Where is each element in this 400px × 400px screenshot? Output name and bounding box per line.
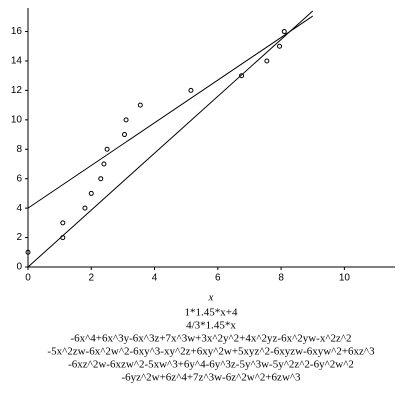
point: [101, 161, 107, 167]
point: [98, 176, 104, 182]
x-tick-label: 2: [88, 273, 94, 284]
y-tick-label: 12: [11, 85, 23, 96]
annotation: -6xz^2w-6xzw^2-5xw^3+6y^4-6y^3z-5y^3w-5y…: [68, 359, 354, 371]
x-tick-label: 6: [215, 273, 221, 284]
point: [281, 29, 287, 35]
x-tick-label: 0: [25, 273, 31, 284]
fit-line: [27, 10, 314, 268]
point: [277, 43, 283, 49]
fit-line: [27, 15, 314, 209]
point: [239, 73, 245, 79]
y-tick-label: 8: [16, 144, 22, 155]
annotation: -6yz^2w+6z^4+7z^3w-6z^2w^2+6zw^3: [121, 372, 301, 384]
y-tick-label: 16: [11, 26, 23, 37]
point: [137, 102, 143, 108]
x-tick-label: 10: [339, 273, 351, 284]
point: [88, 190, 94, 196]
y-tick-label: 6: [16, 173, 22, 184]
x-tick-label: 4: [152, 273, 158, 284]
y-tick-label: 2: [16, 232, 22, 243]
point: [25, 249, 31, 255]
x-axis-label: x: [208, 292, 214, 304]
y-tick-label: 4: [16, 203, 22, 214]
annotation: 4/3*1.45*x: [186, 320, 236, 332]
point: [82, 205, 88, 211]
annotation: 1*1.45*x+4: [185, 307, 238, 319]
point: [264, 58, 270, 64]
y-tick-label: 14: [11, 56, 23, 67]
point: [104, 146, 110, 152]
x-tick-label: 8: [278, 273, 284, 284]
point: [121, 132, 127, 138]
point: [123, 117, 129, 123]
point: [188, 87, 194, 93]
y-tick-label: 0: [16, 262, 22, 273]
annotation: -6x^4+6x^3y-6x^3z+7x^3w+3x^2y^2+4x^2yz-6…: [70, 333, 351, 345]
point: [60, 220, 66, 226]
y-tick-label: 10: [11, 114, 23, 125]
annotation: -5x^2zw-6x^2w^2-6xy^3-xy^2z+6xy^2w+5xyz^…: [47, 346, 375, 358]
